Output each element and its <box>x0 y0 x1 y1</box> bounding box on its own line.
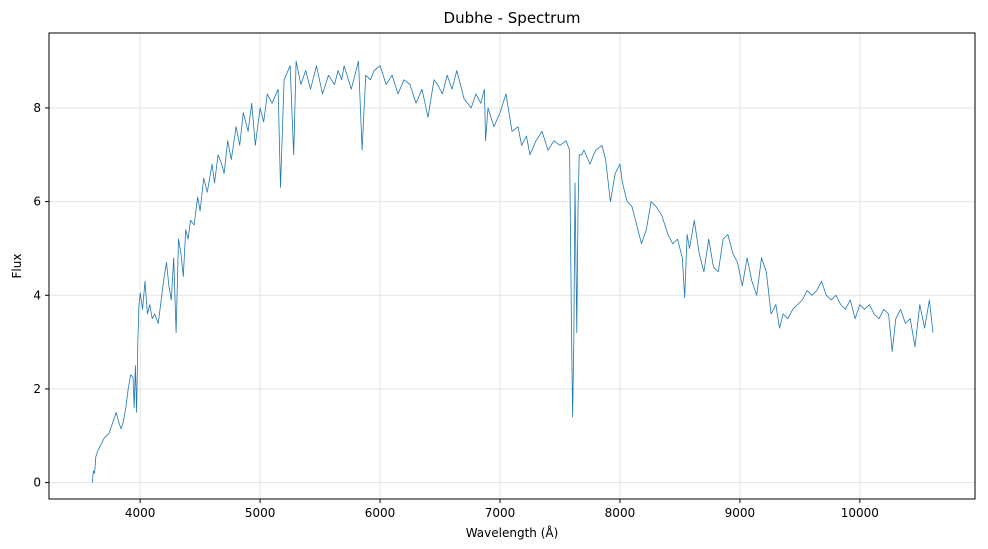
x-tick-label: 7000 <box>485 506 516 520</box>
x-tick-label: 9000 <box>725 506 756 520</box>
y-axis-label: Flux <box>10 254 24 279</box>
plot-frame <box>48 32 976 500</box>
y-tick-label: 6 <box>33 195 41 209</box>
y-tick-label: 0 <box>33 476 41 490</box>
x-tick-label: 4000 <box>125 506 156 520</box>
y-axis-ticks: 0 2 4 6 8 <box>33 101 49 490</box>
x-tick-label: 10000 <box>841 506 879 520</box>
chart-title: Dubhe - Spectrum <box>444 9 581 27</box>
x-tick-label: 8000 <box>605 506 636 520</box>
spectrum-line-group <box>91 60 934 483</box>
x-axis-label: Wavelength (Å) <box>466 525 559 540</box>
x-axis-ticks: 4000 5000 6000 7000 8000 9000 10000 <box>125 499 879 520</box>
spectrum-line <box>91 60 934 483</box>
x-tick-label: 6000 <box>365 506 396 520</box>
grid-lines <box>49 33 975 499</box>
y-tick-label: 4 <box>33 288 41 302</box>
y-tick-label: 2 <box>33 382 41 396</box>
y-tick-label: 8 <box>33 101 41 115</box>
x-tick-label: 5000 <box>245 506 276 520</box>
